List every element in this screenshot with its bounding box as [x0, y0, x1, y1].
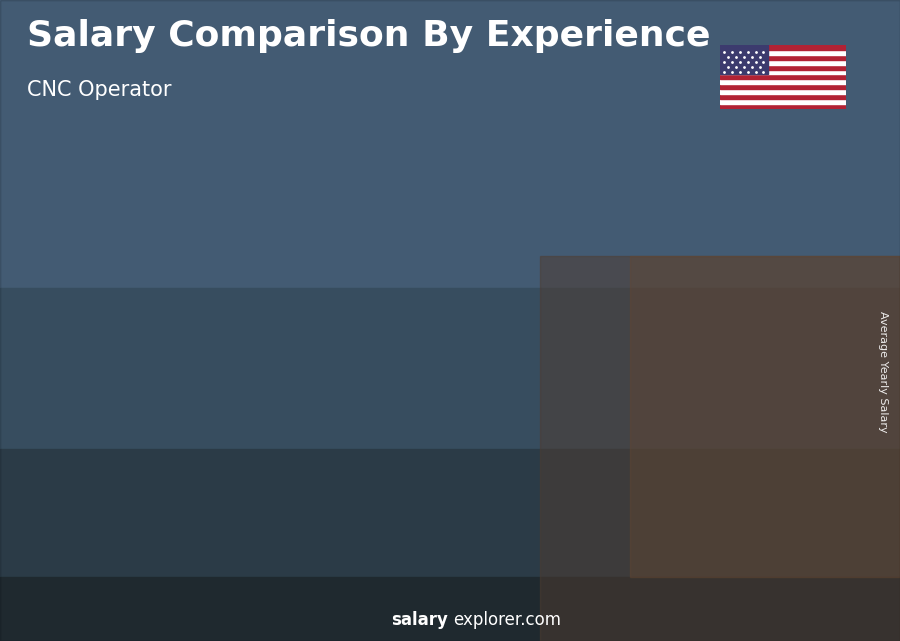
- Text: salary: salary: [392, 612, 448, 629]
- Bar: [720, 60, 846, 65]
- Text: CNC Operator: CNC Operator: [27, 80, 172, 100]
- Bar: [720, 65, 846, 69]
- Bar: [60, 412, 144, 569]
- Bar: [0, 449, 900, 577]
- Text: 85,300 USD: 85,300 USD: [603, 136, 694, 151]
- Bar: [0, 0, 900, 288]
- Text: +9%: +9%: [542, 88, 605, 112]
- Bar: [734, 124, 740, 569]
- Bar: [464, 192, 548, 569]
- Bar: [0, 577, 900, 641]
- Text: 64,200 USD: 64,200 USD: [334, 237, 425, 253]
- Bar: [720, 85, 846, 89]
- Text: Salary Comparison By Experience: Salary Comparison By Experience: [27, 19, 710, 53]
- Bar: [720, 45, 768, 74]
- Bar: [720, 45, 846, 50]
- Bar: [734, 124, 817, 569]
- Text: +48%: +48%: [264, 195, 345, 219]
- Bar: [720, 69, 846, 74]
- Bar: [720, 94, 846, 99]
- Bar: [598, 158, 606, 569]
- Text: Average Yearly Salary: Average Yearly Salary: [878, 311, 887, 433]
- Bar: [720, 74, 846, 79]
- Bar: [720, 104, 846, 109]
- Text: 32,500 USD: 32,500 USD: [65, 390, 156, 405]
- Bar: [720, 99, 846, 104]
- Bar: [630, 256, 900, 577]
- Text: +8%: +8%: [676, 52, 740, 76]
- Bar: [720, 50, 846, 54]
- Text: +22%: +22%: [399, 124, 479, 148]
- Text: 92,300 USD: 92,300 USD: [737, 102, 828, 117]
- Bar: [540, 256, 900, 641]
- Bar: [720, 54, 846, 60]
- Text: +34%: +34%: [130, 297, 210, 321]
- Bar: [60, 412, 68, 569]
- Text: 78,300 USD: 78,300 USD: [468, 169, 559, 185]
- Bar: [329, 260, 337, 569]
- Bar: [195, 360, 202, 569]
- Bar: [0, 288, 900, 449]
- Bar: [720, 79, 846, 85]
- Bar: [464, 192, 471, 569]
- Text: 43,400 USD: 43,400 USD: [199, 337, 290, 353]
- Bar: [329, 260, 413, 569]
- Text: explorer.com: explorer.com: [453, 612, 561, 629]
- Bar: [195, 360, 279, 569]
- Bar: [598, 158, 682, 569]
- Bar: [720, 89, 846, 94]
